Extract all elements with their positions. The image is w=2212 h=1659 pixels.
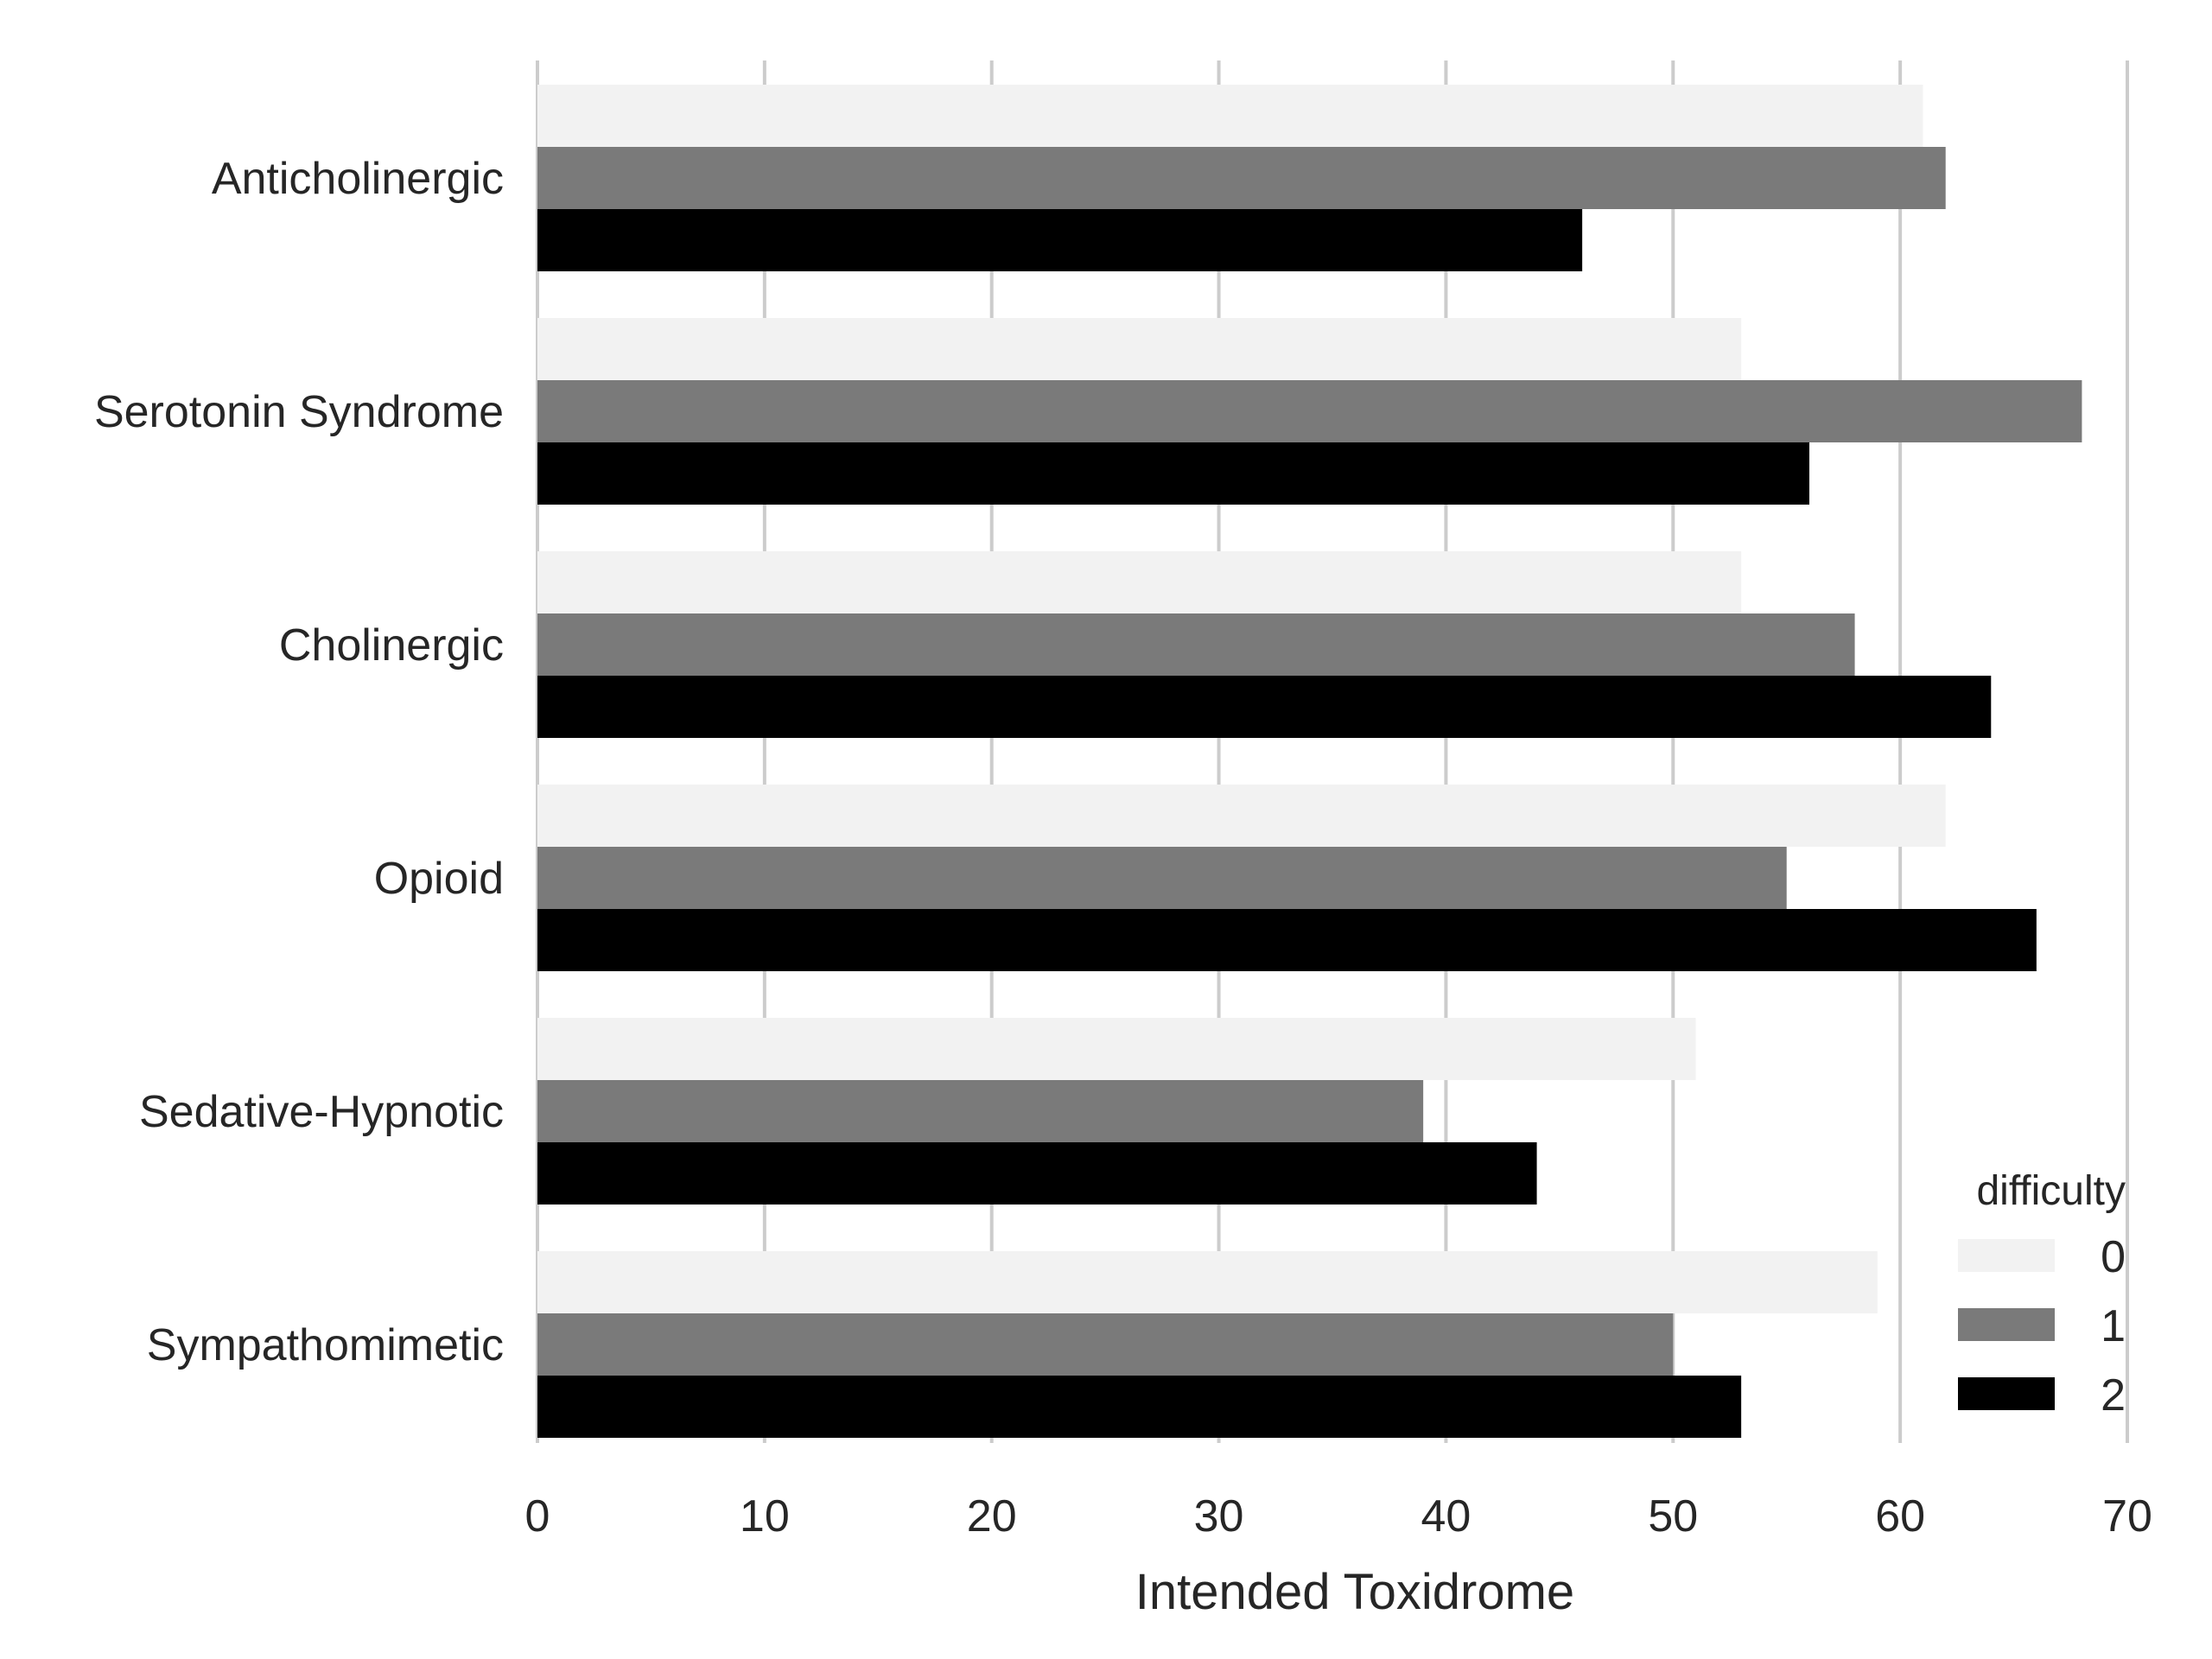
bar-sympathomimetic-difficulty-2 [537, 1376, 1742, 1438]
y-tick-label: Serotonin Syndrome [94, 387, 504, 437]
bar-cholinergic-difficulty-1 [537, 613, 1855, 676]
y-tick-label: Sedative-Hypnotic [139, 1087, 504, 1137]
y-tick-label: Opioid [374, 854, 504, 904]
bar-opioid-difficulty-0 [537, 785, 1946, 847]
bar-serotonin-syndrome-difficulty-0 [537, 318, 1742, 380]
legend-label: 0 [2101, 1232, 2126, 1282]
legend: difficulty 0 1 2 [1958, 1168, 2126, 1421]
y-tick-label: Cholinergic [279, 620, 504, 671]
legend-items: 0 1 2 [1958, 1232, 2126, 1421]
x-tick-label: 50 [1648, 1491, 1698, 1541]
legend-label: 1 [2101, 1301, 2126, 1351]
x-tick-label: 70 [2102, 1491, 2152, 1541]
x-tick-label: 0 [525, 1491, 550, 1541]
bar-cholinergic-difficulty-0 [537, 551, 1742, 613]
grid [536, 60, 2129, 1443]
bar-sympathomimetic-difficulty-1 [537, 1313, 1674, 1376]
x-tick-label: 40 [1421, 1491, 1471, 1541]
bar-opioid-difficulty-1 [537, 847, 1787, 909]
x-axis-ticks: 0 10 20 30 40 50 60 70 [525, 1491, 2152, 1541]
bar-sympathomimetic-difficulty-0 [537, 1251, 1878, 1313]
legend-swatch [1958, 1308, 2055, 1341]
bar-serotonin-syndrome-difficulty-1 [537, 380, 2082, 442]
bar-anticholinergic-difficulty-0 [537, 85, 1923, 147]
legend-swatch [1958, 1377, 2055, 1410]
legend-title: difficulty [1976, 1168, 2126, 1214]
bars [537, 85, 2082, 1438]
y-tick-label: Anticholinergic [212, 154, 504, 204]
x-axis-title: Intended Toxidrome [1135, 1564, 1574, 1620]
bar-cholinergic-difficulty-2 [537, 676, 1992, 738]
y-tick-label: Sympathomimetic [147, 1320, 504, 1370]
bar-opioid-difficulty-2 [537, 909, 2037, 971]
legend-label: 2 [2101, 1370, 2126, 1421]
bar-sedative-hypnotic-difficulty-2 [537, 1142, 1537, 1205]
bar-sedative-hypnotic-difficulty-1 [537, 1080, 1424, 1142]
legend-swatch [1958, 1239, 2055, 1272]
y-axis-ticks: Anticholinergic Serotonin Syndrome Choline… [94, 154, 504, 1370]
x-tick-label: 30 [1194, 1491, 1244, 1541]
x-tick-label: 20 [967, 1491, 1017, 1541]
x-tick-label: 60 [1875, 1491, 1925, 1541]
bar-serotonin-syndrome-difficulty-2 [537, 442, 1809, 505]
x-tick-label: 10 [740, 1491, 790, 1541]
bar-sedative-hypnotic-difficulty-0 [537, 1018, 1696, 1080]
bar-anticholinergic-difficulty-1 [537, 147, 1946, 209]
bar-anticholinergic-difficulty-2 [537, 209, 1583, 271]
